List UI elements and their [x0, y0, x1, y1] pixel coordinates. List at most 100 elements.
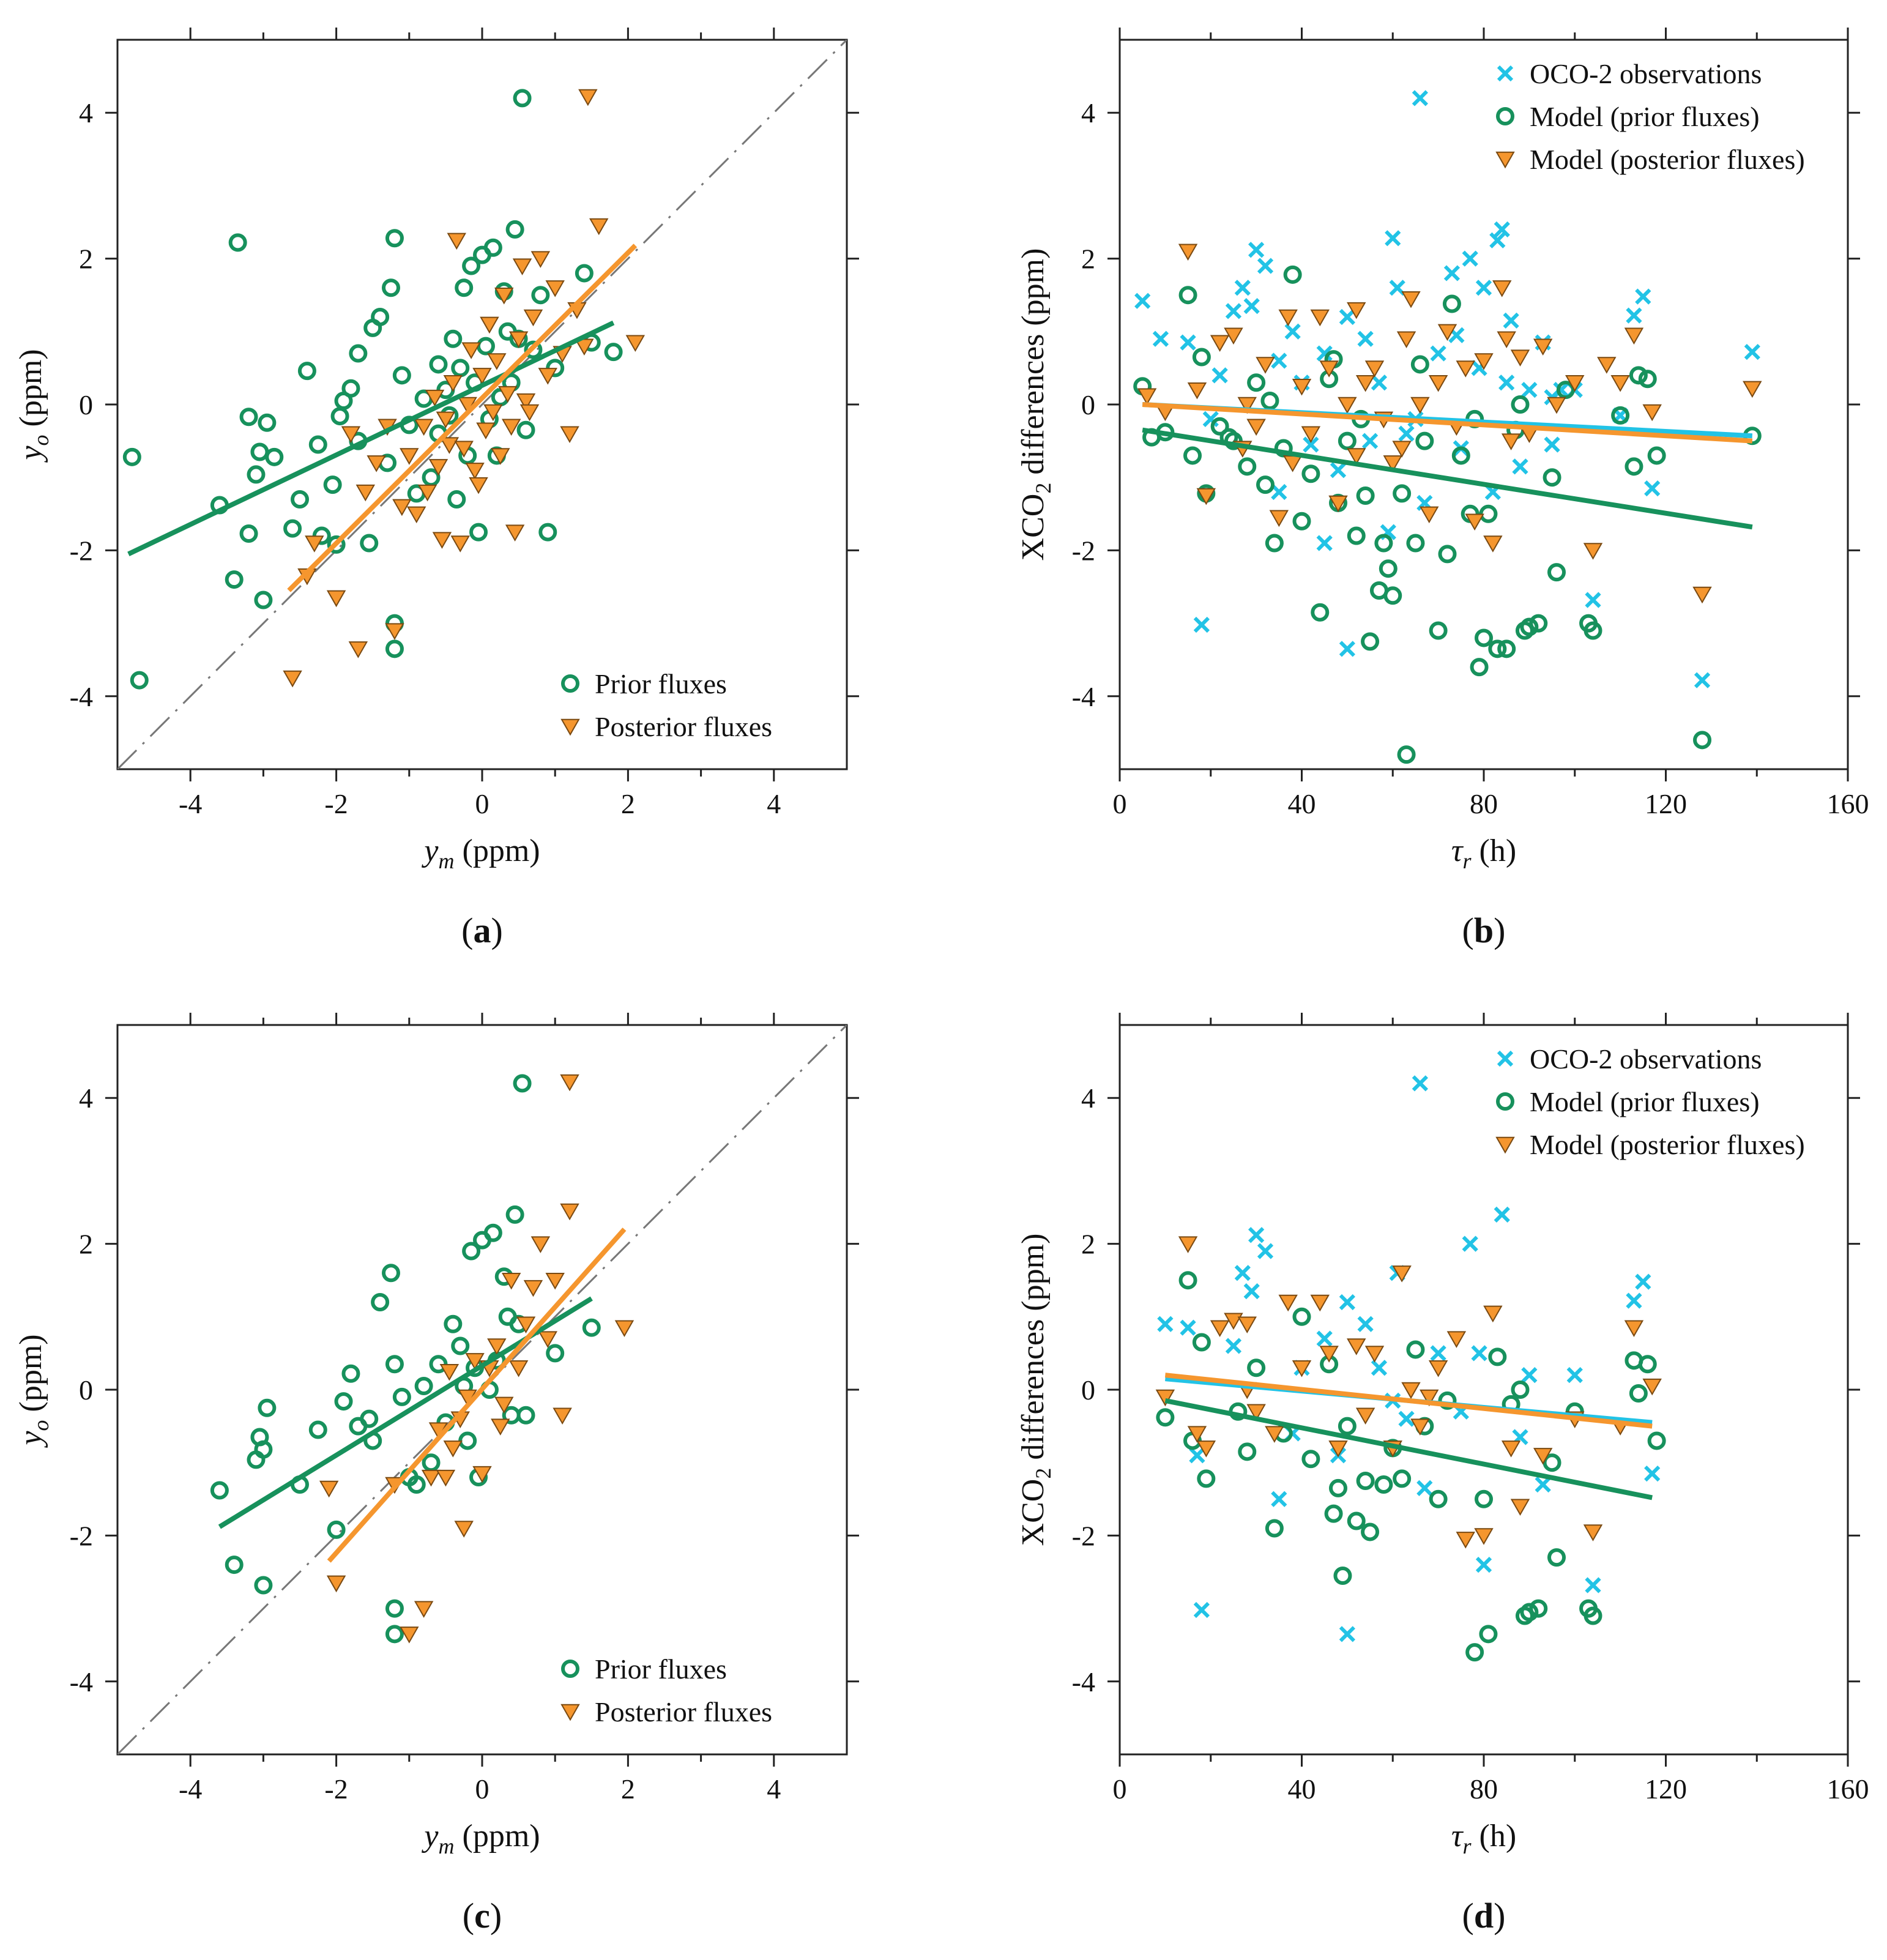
data-point [392, 366, 411, 385]
data-point [454, 441, 474, 458]
data-point [1412, 90, 1429, 106]
y-tick-label: -4 [1072, 1666, 1095, 1697]
data-point [385, 1625, 404, 1644]
data-point [487, 1338, 507, 1355]
data-point [1243, 1283, 1260, 1300]
data-point [1642, 1378, 1662, 1396]
data-point [258, 1398, 277, 1417]
data-point [1442, 294, 1461, 313]
data-point [1155, 1389, 1175, 1407]
data-point [538, 1331, 558, 1348]
data-point [1282, 455, 1303, 472]
data-point [1475, 280, 1492, 296]
x-tick-label: 80 [1470, 1773, 1498, 1805]
y-axis-title: XCO2 differences (ppm) [1016, 248, 1055, 561]
data-point [1642, 404, 1662, 422]
data-point [604, 343, 623, 362]
data-point [1310, 309, 1330, 327]
data-point [483, 1223, 502, 1242]
data-point [472, 368, 492, 385]
data-point [578, 89, 598, 106]
data-point [1401, 1382, 1421, 1399]
data-point [523, 309, 543, 327]
data-point [1357, 330, 1374, 347]
data-point [1237, 397, 1257, 414]
data-point [1584, 1606, 1602, 1625]
data-point [1361, 1522, 1380, 1541]
legend-marker [561, 674, 579, 693]
data-point [1565, 375, 1585, 392]
data-point [1316, 345, 1333, 362]
data-point [1278, 309, 1298, 327]
data-point [516, 1406, 535, 1425]
legend-marker [1495, 151, 1515, 169]
data-point [1189, 1447, 1205, 1464]
data-point [1187, 382, 1207, 400]
data-point [1178, 1271, 1197, 1290]
data-point [523, 1280, 543, 1297]
data-point [1429, 1489, 1448, 1508]
data-point [465, 1353, 485, 1370]
data-point [1385, 230, 1401, 247]
fit-line [1142, 402, 1753, 444]
data-point [476, 422, 496, 440]
data-point [1416, 1480, 1433, 1497]
data-point [1224, 1313, 1243, 1330]
data-point [1497, 639, 1516, 658]
data-point [1521, 1367, 1538, 1384]
series-triangle-down [319, 1074, 635, 1644]
data-point [1178, 1236, 1198, 1253]
data-point [1543, 468, 1561, 487]
data-point [1339, 641, 1356, 657]
data-point [1180, 1319, 1196, 1336]
y-tick-label: -4 [70, 1666, 93, 1697]
data-point [428, 459, 448, 476]
data-point [258, 413, 277, 432]
data-point [360, 534, 379, 553]
x-axis-title: ym (ppm) [421, 833, 540, 873]
data-point [1398, 1410, 1415, 1427]
data-point [1330, 462, 1347, 479]
legend-label: Prior fluxes [595, 668, 727, 699]
data-point [407, 1475, 426, 1494]
data-point [308, 435, 327, 454]
data-point [1489, 232, 1506, 248]
data-point [327, 1520, 346, 1539]
data-point [582, 1318, 601, 1337]
data-point [462, 1242, 481, 1261]
data-point [1392, 1265, 1412, 1283]
data-point [1511, 1381, 1530, 1399]
x-tick-label: -2 [324, 1773, 348, 1805]
data-point [414, 1601, 434, 1618]
data-point [575, 264, 594, 283]
data-point [1178, 286, 1197, 305]
legend-label: Model (posterior fluxes) [1530, 144, 1805, 175]
x-tick-label: 0 [475, 788, 489, 819]
data-point [1301, 426, 1321, 443]
data-point [1475, 1556, 1492, 1573]
data-point [1647, 1431, 1666, 1450]
data-point [1547, 397, 1566, 414]
data-point [1533, 338, 1553, 356]
fit-line [127, 320, 615, 556]
data-point [454, 1521, 474, 1538]
data-point [1338, 431, 1357, 450]
data-point [1364, 360, 1385, 378]
legend-marker [1496, 1092, 1514, 1111]
data-point [443, 1440, 463, 1458]
data-point [1638, 1355, 1657, 1374]
data-point [228, 233, 247, 252]
data-point [414, 419, 434, 436]
data-point [1512, 458, 1528, 475]
data-point [371, 307, 390, 326]
data-point [625, 335, 646, 352]
data-point [1292, 379, 1312, 396]
data-point [425, 389, 445, 407]
data-point [545, 280, 565, 297]
data-point [254, 1576, 273, 1595]
data-point [443, 375, 463, 392]
legend-label: Model (prior fluxes) [1530, 1086, 1760, 1117]
data-point [1462, 1235, 1478, 1252]
data-point [1357, 1316, 1374, 1332]
